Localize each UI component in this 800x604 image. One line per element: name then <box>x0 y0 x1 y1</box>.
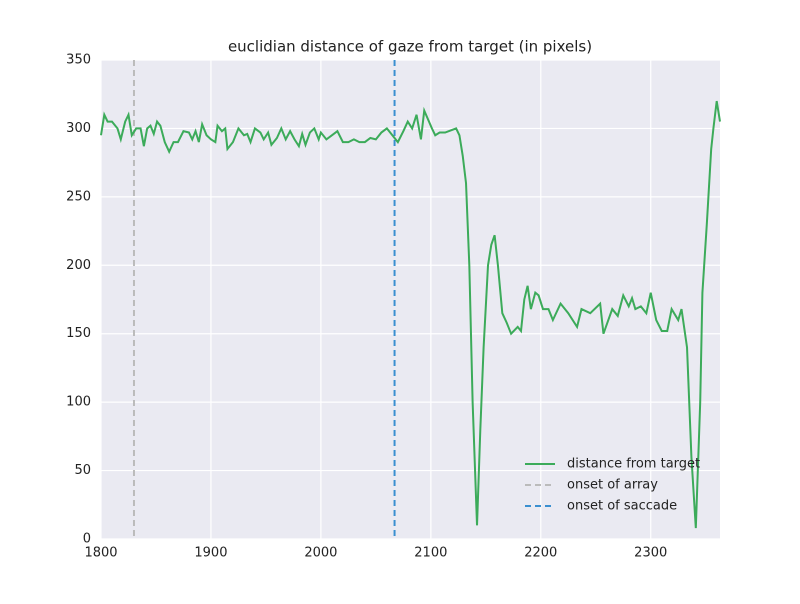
data-line <box>100 100 721 529</box>
y-tick-label: 0 <box>83 532 91 547</box>
y-tick-label: 300 <box>66 121 91 136</box>
y-tick-label: 250 <box>66 189 91 204</box>
y-tick-label: 350 <box>66 53 91 68</box>
y-tick-label: 50 <box>74 463 91 478</box>
y-tick-label: 100 <box>66 395 91 410</box>
x-tick-label: 1800 <box>84 546 117 561</box>
x-tick-label: 2100 <box>414 546 447 561</box>
legend-label: distance from target <box>567 457 700 472</box>
legend-label: onset of saccade <box>567 499 677 514</box>
x-tick-label: 1900 <box>194 546 227 561</box>
plot-area <box>101 60 720 539</box>
legend-label: onset of array <box>567 478 658 493</box>
y-tick-label: 150 <box>66 326 91 341</box>
x-tick-label: 2200 <box>524 546 557 561</box>
x-tick-label: 2300 <box>634 546 667 561</box>
x-tick-label: 2000 <box>304 546 337 561</box>
y-tick-label: 200 <box>66 258 91 273</box>
chart-title: euclidian distance of gaze from target (… <box>228 38 592 56</box>
